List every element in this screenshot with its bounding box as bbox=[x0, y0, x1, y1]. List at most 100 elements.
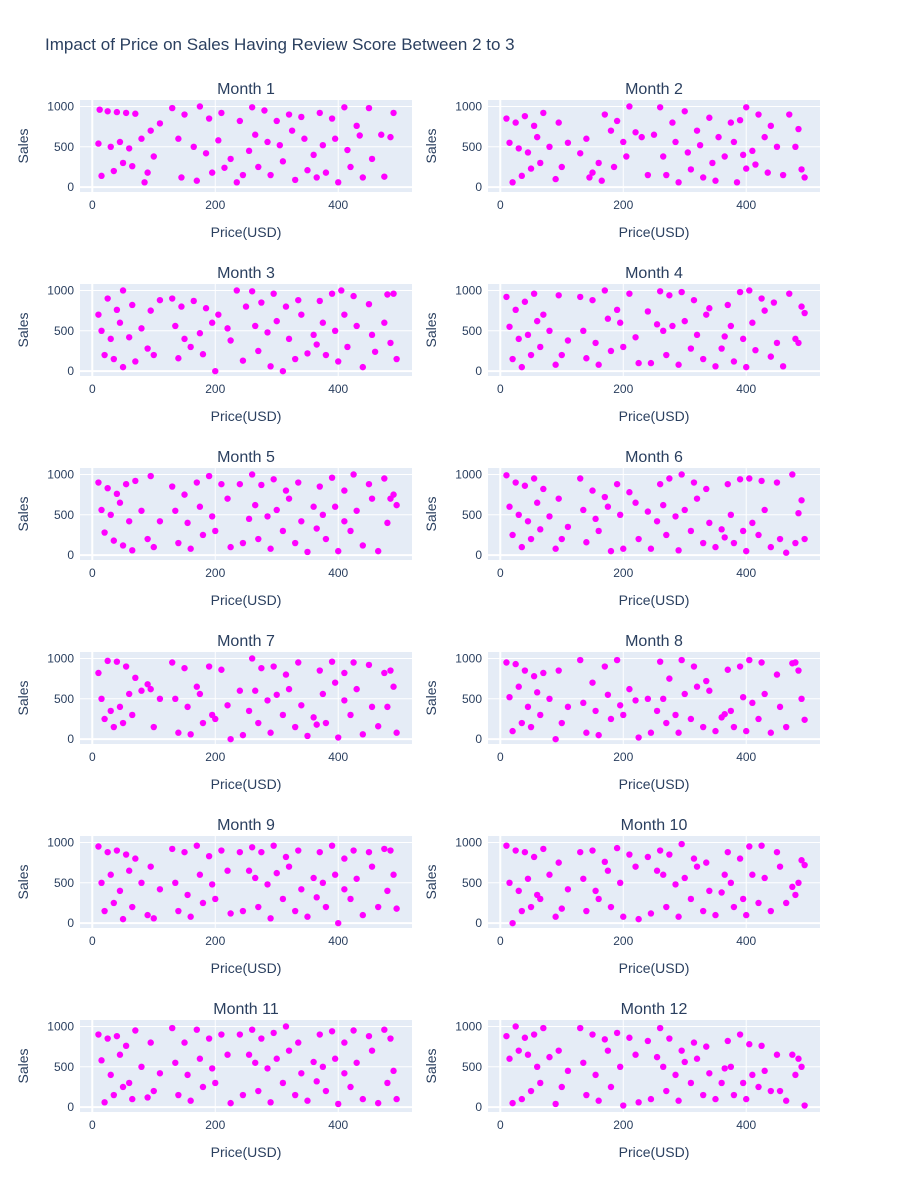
data-point bbox=[138, 135, 145, 142]
data-point bbox=[595, 361, 602, 368]
data-point bbox=[684, 149, 692, 156]
data-point bbox=[190, 297, 197, 305]
data-point bbox=[503, 659, 510, 666]
data-point bbox=[782, 1097, 790, 1104]
data-point bbox=[144, 345, 151, 352]
data-point bbox=[564, 139, 572, 146]
data-point bbox=[558, 905, 565, 912]
data-point bbox=[675, 729, 682, 736]
data-point bbox=[227, 337, 234, 344]
data-point bbox=[795, 667, 802, 674]
data-point bbox=[328, 658, 336, 665]
data-point bbox=[132, 674, 139, 682]
data-point bbox=[387, 339, 394, 347]
data-point bbox=[506, 1055, 513, 1062]
data-point bbox=[116, 499, 124, 506]
data-point bbox=[119, 542, 127, 549]
data-point bbox=[564, 337, 572, 344]
data-point bbox=[706, 519, 713, 527]
data-point bbox=[644, 508, 652, 515]
data-point bbox=[644, 171, 652, 179]
data-point bbox=[506, 323, 513, 330]
data-point bbox=[506, 139, 513, 146]
data-point bbox=[690, 663, 698, 670]
x-tick-label: 400 bbox=[736, 1118, 756, 1132]
data-point bbox=[730, 539, 738, 547]
data-point bbox=[169, 659, 176, 666]
data-point bbox=[335, 358, 342, 365]
data-point bbox=[239, 907, 247, 915]
data-point bbox=[350, 471, 357, 478]
data-point bbox=[316, 1031, 323, 1038]
data-point bbox=[381, 669, 388, 677]
data-point bbox=[607, 715, 615, 723]
data-point bbox=[724, 848, 731, 856]
data-point bbox=[273, 691, 280, 698]
data-point bbox=[390, 109, 397, 117]
data-point bbox=[693, 683, 701, 690]
y-axis-title: Sales bbox=[423, 496, 439, 531]
data-point bbox=[288, 127, 296, 134]
data-point bbox=[199, 719, 207, 727]
data-point bbox=[761, 874, 768, 882]
data-point bbox=[801, 309, 808, 317]
data-point bbox=[264, 513, 271, 520]
y-tick-label: 0 bbox=[475, 732, 482, 746]
y-axis-title: Sales bbox=[15, 312, 31, 347]
data-point bbox=[365, 104, 373, 112]
data-point bbox=[552, 545, 559, 552]
data-point bbox=[706, 1070, 713, 1077]
data-point bbox=[387, 667, 394, 674]
data-point bbox=[236, 1031, 244, 1038]
data-point bbox=[681, 108, 688, 115]
data-point bbox=[681, 506, 688, 514]
data-point bbox=[310, 331, 317, 339]
data-point bbox=[687, 166, 695, 173]
data-point bbox=[156, 296, 164, 304]
data-point bbox=[95, 311, 102, 318]
data-point bbox=[113, 490, 121, 498]
data-point bbox=[276, 141, 284, 149]
y-tick-label: 500 bbox=[54, 140, 74, 154]
data-point bbox=[644, 1037, 652, 1045]
data-point bbox=[193, 842, 201, 849]
data-point bbox=[193, 177, 201, 184]
y-tick-label: 500 bbox=[54, 508, 74, 522]
data-point bbox=[743, 547, 750, 555]
data-point bbox=[319, 141, 327, 149]
data-point bbox=[727, 707, 735, 715]
data-point bbox=[368, 495, 376, 502]
data-point bbox=[335, 179, 342, 186]
data-point bbox=[310, 503, 317, 510]
data-point bbox=[169, 483, 176, 490]
data-point bbox=[647, 545, 655, 552]
data-point bbox=[589, 169, 596, 176]
data-point bbox=[601, 1036, 609, 1043]
data-point bbox=[786, 111, 793, 118]
data-point bbox=[175, 729, 182, 736]
x-tick-label: 200 bbox=[613, 750, 633, 764]
data-point bbox=[279, 1079, 287, 1087]
data-point bbox=[242, 303, 250, 310]
data-point bbox=[739, 151, 747, 159]
data-point bbox=[663, 903, 670, 911]
data-point bbox=[755, 1083, 762, 1091]
data-point bbox=[509, 355, 516, 363]
data-point bbox=[264, 697, 271, 704]
subplot-9: 0 500 1000 0 200 400 Month 9 Price(USD) Sales bbox=[15, 817, 412, 976]
data-point bbox=[331, 135, 339, 142]
x-tick-label: 400 bbox=[736, 382, 756, 396]
data-point bbox=[338, 287, 345, 294]
data-point bbox=[313, 525, 320, 532]
y-tick-label: 1000 bbox=[455, 835, 482, 849]
data-point bbox=[798, 497, 805, 504]
data-point bbox=[558, 163, 565, 171]
data-point bbox=[626, 103, 633, 110]
data-point bbox=[613, 117, 621, 125]
data-point bbox=[341, 311, 348, 318]
data-point bbox=[255, 1087, 262, 1095]
data-point bbox=[116, 138, 124, 146]
data-point bbox=[236, 687, 244, 694]
y-tick-label: 0 bbox=[475, 1100, 482, 1114]
